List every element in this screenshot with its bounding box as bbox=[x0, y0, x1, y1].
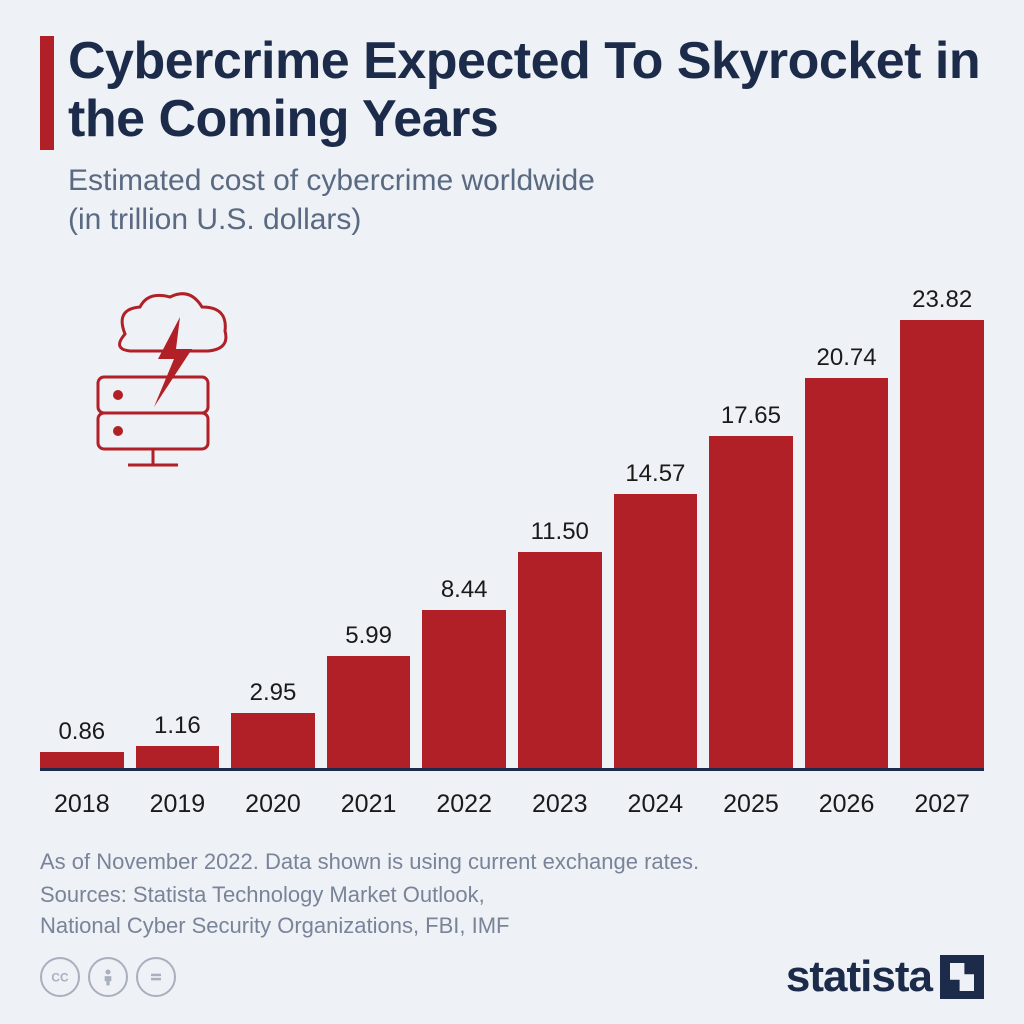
sources: Sources: Statista Technology Market Outl… bbox=[40, 880, 984, 942]
bar-column: 8.44 bbox=[422, 281, 506, 768]
bar bbox=[136, 746, 220, 768]
bar-value-label: 17.65 bbox=[721, 402, 781, 430]
chart-title: Cybercrime Expected To Skyrocket in the … bbox=[68, 32, 984, 148]
bar-column: 20.74 bbox=[805, 281, 889, 768]
bar-column: 17.65 bbox=[709, 281, 793, 768]
bar bbox=[327, 656, 411, 769]
bar bbox=[40, 752, 124, 768]
cc-icon: CC bbox=[40, 957, 80, 997]
bar-column: 5.99 bbox=[327, 281, 411, 768]
footnote: As of November 2022. Data shown is using… bbox=[40, 847, 984, 878]
x-axis-labels: 2018 2019 2020 2021 2022 2023 2024 2025 2026 2027 bbox=[40, 782, 984, 819]
cc-license-icons: CC bbox=[40, 957, 176, 997]
bar-value-label: 8.44 bbox=[441, 576, 488, 604]
bar bbox=[900, 320, 984, 768]
x-axis-label: 2019 bbox=[136, 782, 220, 819]
statista-logo: statista bbox=[786, 952, 984, 1002]
accent-bar bbox=[40, 36, 54, 150]
bar-value-label: 14.57 bbox=[625, 460, 685, 488]
bar-value-label: 20.74 bbox=[817, 344, 877, 372]
bar-value-label: 2.95 bbox=[250, 679, 297, 707]
bar-value-label: 1.16 bbox=[154, 712, 201, 740]
svg-text:CC: CC bbox=[51, 971, 69, 985]
bar-column: 23.82 bbox=[900, 281, 984, 768]
bar-chart: 0.86 1.16 2.95 5.99 8.44 11.50 14.57 17.65 20.74… bbox=[40, 281, 984, 771]
x-axis-label: 2025 bbox=[709, 782, 793, 819]
chart-subtitle: Estimated cost of cybercrime worldwide(i… bbox=[68, 162, 984, 239]
bar bbox=[231, 713, 315, 768]
logo-mark-icon bbox=[940, 955, 984, 999]
bar-column: 1.16 bbox=[136, 281, 220, 768]
logo-text: statista bbox=[786, 952, 932, 1002]
bar-column: 0.86 bbox=[40, 281, 124, 768]
cc-by-icon bbox=[88, 957, 128, 997]
bar bbox=[709, 436, 793, 768]
x-axis-label: 2024 bbox=[614, 782, 698, 819]
bar-value-label: 11.50 bbox=[531, 518, 589, 546]
chart-area: 0.86 1.16 2.95 5.99 8.44 11.50 14.57 17.65 20.74… bbox=[40, 259, 984, 819]
x-axis-label: 2027 bbox=[900, 782, 984, 819]
bar bbox=[422, 610, 506, 769]
bar bbox=[805, 378, 889, 768]
x-axis-label: 2018 bbox=[40, 782, 124, 819]
x-axis-label: 2022 bbox=[422, 782, 506, 819]
cc-nd-icon bbox=[136, 957, 176, 997]
bar-value-label: 23.82 bbox=[912, 286, 972, 314]
footer: As of November 2022. Data shown is using… bbox=[40, 847, 984, 941]
infographic-container: Cybercrime Expected To Skyrocket in the … bbox=[0, 0, 1024, 1024]
bar-column: 11.50 bbox=[518, 281, 602, 768]
bar-value-label: 5.99 bbox=[345, 622, 392, 650]
x-axis-label: 2026 bbox=[805, 782, 889, 819]
header: Cybercrime Expected To Skyrocket in the … bbox=[40, 32, 984, 239]
x-axis-label: 2021 bbox=[327, 782, 411, 819]
bar bbox=[518, 552, 602, 768]
bar-column: 14.57 bbox=[614, 281, 698, 768]
bar-column: 2.95 bbox=[231, 281, 315, 768]
x-axis-label: 2023 bbox=[518, 782, 602, 819]
bar bbox=[614, 494, 698, 768]
bar-value-label: 0.86 bbox=[58, 718, 105, 746]
x-axis-label: 2020 bbox=[231, 782, 315, 819]
bottom-row: CC statista bbox=[40, 952, 984, 1002]
